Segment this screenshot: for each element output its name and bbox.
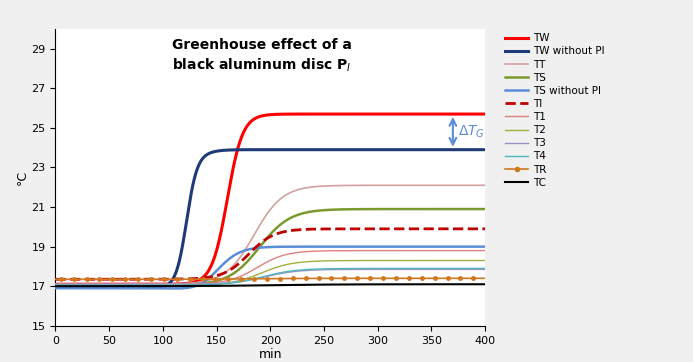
Text: Greenhouse effect of a
black aluminum disc P$_I$: Greenhouse effect of a black aluminum di… bbox=[172, 38, 351, 75]
Legend: TW, TW without PI, TT, TS, TS without PI, TI, T1, T2, T3, T4, TR, TC: TW, TW without PI, TT, TS, TS without PI… bbox=[503, 31, 607, 190]
Y-axis label: °C: °C bbox=[16, 170, 28, 185]
Text: $\Delta T_G$: $\Delta T_G$ bbox=[458, 124, 485, 140]
X-axis label: min: min bbox=[258, 348, 282, 361]
